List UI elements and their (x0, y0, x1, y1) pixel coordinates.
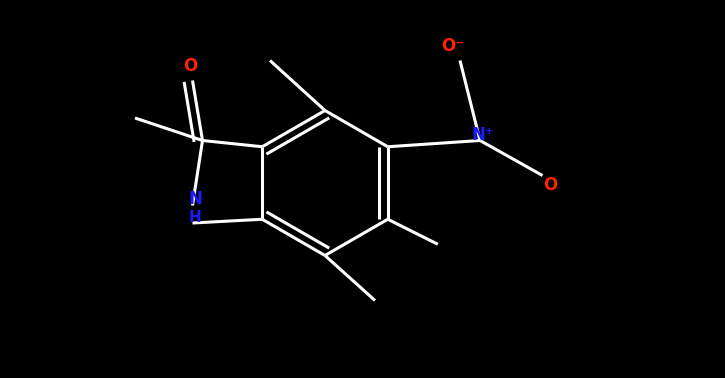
Text: N: N (188, 191, 202, 209)
Text: N⁺: N⁺ (471, 127, 494, 144)
Text: O⁻: O⁻ (441, 37, 464, 56)
Text: O: O (543, 177, 557, 195)
Text: H: H (188, 211, 202, 226)
Text: O: O (183, 57, 197, 76)
